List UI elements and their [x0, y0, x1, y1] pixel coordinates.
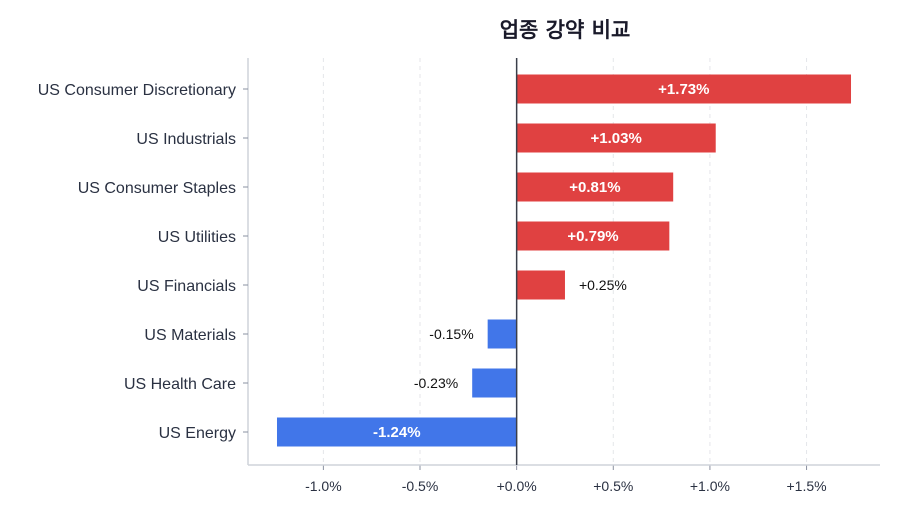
x-tick-label: -1.0% — [305, 478, 342, 494]
x-tick-label: +0.0% — [497, 478, 537, 494]
y-tick-label: US Health Care — [124, 376, 236, 393]
x-tick-label: +1.0% — [690, 478, 730, 494]
bar — [276, 417, 517, 447]
data-label: +1.73% — [658, 81, 709, 98]
data-label: +1.03% — [591, 130, 642, 147]
x-tick-label: -0.5% — [402, 478, 439, 494]
data-label: +0.81% — [569, 179, 620, 196]
bar — [516, 123, 716, 153]
bar — [516, 172, 674, 202]
data-label: -0.23% — [414, 375, 458, 391]
y-tick-label: US Financials — [137, 278, 236, 295]
bar — [487, 319, 517, 349]
bar — [472, 368, 517, 398]
y-tick-label: US Materials — [144, 327, 236, 344]
y-tick-label: US Industrials — [136, 131, 236, 148]
bar — [516, 270, 565, 300]
data-label: +0.79% — [567, 228, 618, 245]
y-tick-label: US Consumer Discretionary — [38, 82, 236, 99]
x-tick-label: +0.5% — [593, 478, 633, 494]
chart-title: 업종 강약 비교 — [500, 18, 631, 42]
y-tick-label: US Utilities — [158, 229, 236, 246]
data-label: -1.24% — [373, 424, 421, 441]
bar — [516, 221, 670, 251]
bar — [516, 74, 852, 104]
data-label: +0.25% — [579, 277, 627, 293]
y-tick-label: US Consumer Staples — [78, 180, 236, 197]
x-tick-label: +1.5% — [787, 478, 827, 494]
y-tick-label: US Energy — [159, 425, 236, 442]
data-label: -0.15% — [429, 326, 473, 342]
